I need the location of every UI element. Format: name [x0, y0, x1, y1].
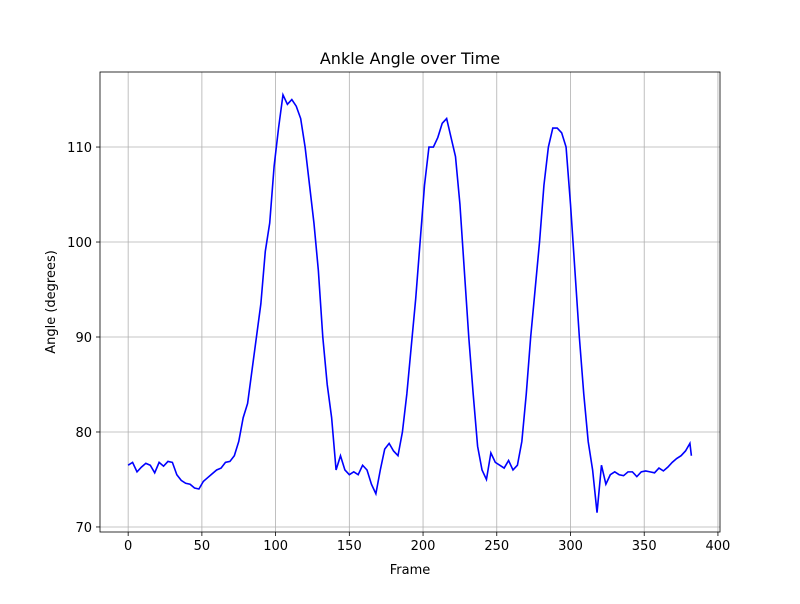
y-axis-label: Angle (degrees)	[44, 250, 59, 354]
x-tick-label: 150	[337, 539, 362, 554]
data-line	[127, 91, 693, 513]
plot-frame	[99, 71, 721, 533]
x-tick-label: 400	[706, 539, 731, 554]
y-tick-label: 90	[75, 331, 92, 346]
x-tick-label: 250	[484, 539, 509, 554]
x-tick-label: 50	[194, 539, 211, 554]
x-tick-label: 200	[411, 539, 436, 554]
y-tick-label: 100	[67, 236, 92, 251]
x-tick-label: 350	[632, 539, 657, 554]
chart-title: Ankle Angle over Time	[320, 49, 500, 68]
x-tick-label: 300	[558, 539, 583, 554]
y-tick-label: 80	[75, 426, 92, 441]
x-tick-label: 0	[124, 539, 132, 554]
y-tick-label: 110	[67, 141, 92, 156]
y-tick-label: 70	[75, 521, 92, 536]
x-axis-label: Frame	[390, 563, 431, 578]
x-tick-label: 100	[263, 539, 288, 554]
